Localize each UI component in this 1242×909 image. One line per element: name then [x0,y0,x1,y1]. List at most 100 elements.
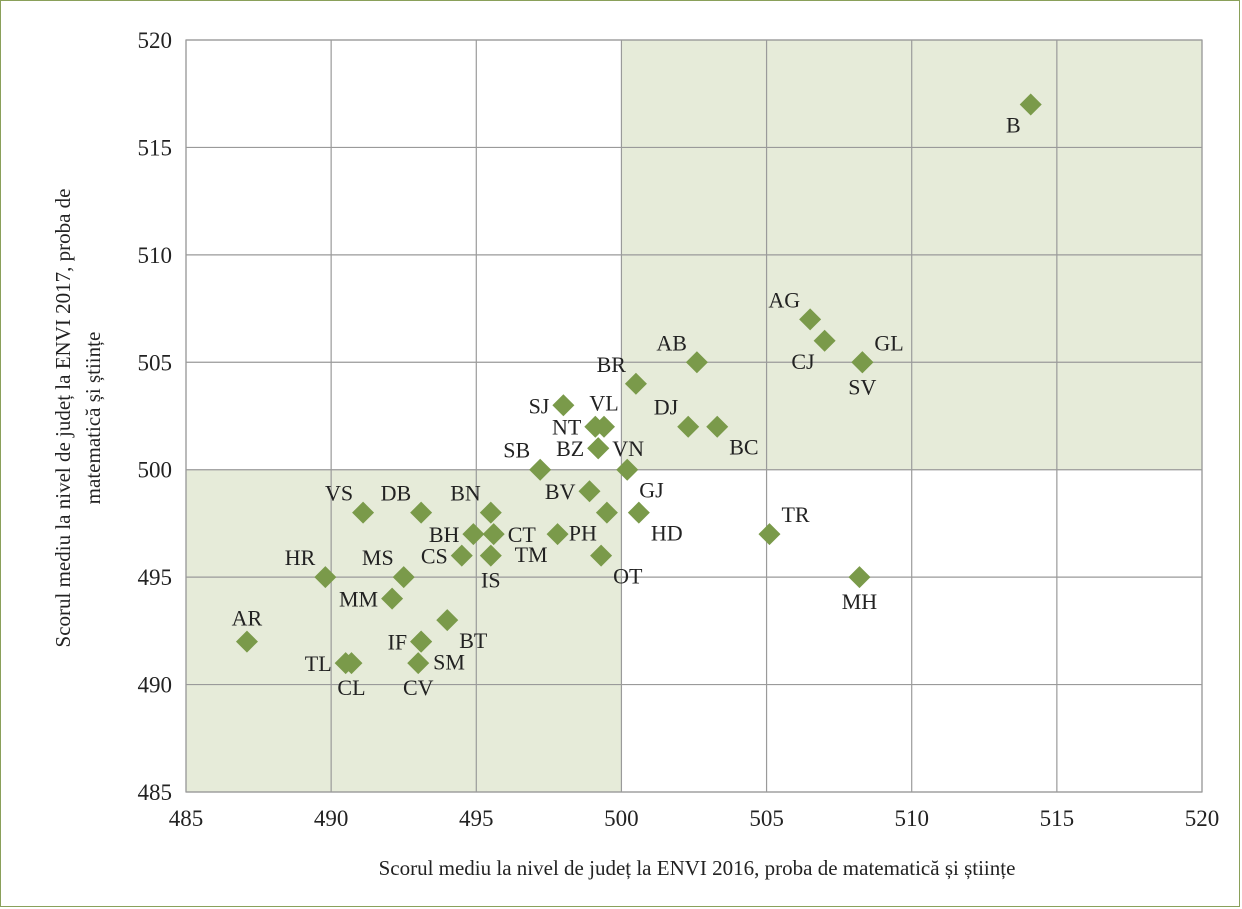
point-label-sm: SM [433,650,465,675]
point-label-vs: VS [325,481,353,506]
x-tick-label: 485 [169,806,204,831]
plot-border [185,39,1203,793]
data-point-db [410,501,433,524]
data-point-sj [552,394,575,417]
point-label-ag: AG [768,287,800,312]
y-tick-label: 490 [138,673,173,698]
point-label-ot: OT [613,564,643,589]
y-tick-label: 520 [138,28,173,53]
data-point-bn [479,501,502,524]
data-point-cl [340,652,363,675]
data-point-hr [314,566,337,589]
point-label-dj: DJ [654,395,679,420]
point-label-ct: CT [508,522,537,547]
y-tick-label: 495 [138,565,173,590]
point-label-sj: SJ [529,393,550,418]
point-label-mh: MH [842,589,878,614]
y-axis-ticks: 485 490 495 500 505 510 515 520 [138,28,173,805]
data-point-tr [758,523,781,546]
data-point-vs [352,501,375,524]
point-label-ar: AR [232,606,263,631]
x-tick-label: 490 [314,806,349,831]
data-point-br [624,372,647,395]
y-tick-label: 510 [138,243,173,268]
data-point-ot [590,544,613,567]
data-point-is [479,544,502,567]
data-point-ms [392,566,415,589]
data-point-sm [410,630,433,653]
point-label-tl: TL [305,651,332,676]
point-label-is: IS [481,568,501,593]
x-tick-label: 510 [894,806,929,831]
y-axis-title-line1: Scorul mediu la nivel de județ la ENVI 2… [51,189,75,648]
point-label-cl: CL [337,675,365,700]
x-tick-label: 495 [459,806,494,831]
data-points [235,93,1042,675]
x-tick-label: 520 [1185,806,1220,831]
data-point-b [1019,93,1042,116]
data-point-ar [235,630,258,653]
data-point-ct [482,523,505,546]
point-label-bn: BN [450,481,481,506]
data-point-dj [677,415,700,438]
point-label-b: B [1006,112,1021,137]
point-label-ms: MS [362,545,394,570]
point-label-tr: TR [781,502,809,527]
data-point-cj [813,329,836,352]
data-point-tm [546,523,569,546]
point-label-db: DB [381,481,412,506]
point-label-bv: BV [545,479,576,504]
data-point-mh [848,566,871,589]
data-point-hd [627,501,650,524]
point-label-vn: VN [612,436,644,461]
data-point-cs [450,544,473,567]
data-point-bc [706,415,729,438]
x-tick-label: 505 [749,806,784,831]
data-point-bv [578,480,601,503]
data-point-sb [529,458,552,481]
y-axis-title-line2: matematică și științe [81,332,105,505]
point-label-vl: VL [589,391,618,416]
point-label-gl: GL [874,330,903,355]
point-label-bh: BH [429,522,460,547]
data-point-cv [407,652,430,675]
data-point-ph [595,501,618,524]
x-axis-title: Scorul mediu la nivel de județ la ENVI 2… [379,856,1016,880]
y-tick-label: 515 [138,135,173,160]
point-label-ab: AB [656,330,687,355]
data-point-nt [584,415,607,438]
point-label-br: BR [597,352,627,377]
x-axis-ticks: 485 490 495 500 505 510 515 520 [169,806,1220,831]
y-tick-label: 485 [138,780,173,805]
data-point-bt [436,609,459,632]
point-label-bc: BC [729,435,758,460]
point-label-hd: HD [651,521,683,546]
point-label-tm: TM [515,542,548,567]
data-point-ag [799,308,822,331]
data-point-ab [685,351,708,374]
x-tick-label: 500 [604,806,639,831]
data-point-sv [851,351,874,374]
point-label-hr: HR [285,545,316,570]
point-label-mm: MM [339,587,378,612]
y-tick-label: 500 [138,458,173,483]
point-label-sv: SV [848,374,876,399]
point-label-gj: GJ [639,478,664,503]
point-label-bz: BZ [556,436,584,461]
data-point-mm [381,587,404,610]
point-label-sb: SB [503,438,530,463]
point-label-bt: BT [459,628,488,653]
point-label-nt: NT [552,415,582,440]
point-label-cs: CS [421,544,448,569]
data-point-bh [462,523,485,546]
point-label-ph: PH [569,521,597,546]
x-tick-label: 515 [1040,806,1075,831]
y-tick-label: 505 [138,350,173,375]
data-point-vn [587,437,610,460]
point-label-cv: CV [403,675,434,700]
shaded-region-1 [186,469,622,792]
point-label-cj: CJ [791,349,815,374]
point-label-if: IF [388,630,408,655]
